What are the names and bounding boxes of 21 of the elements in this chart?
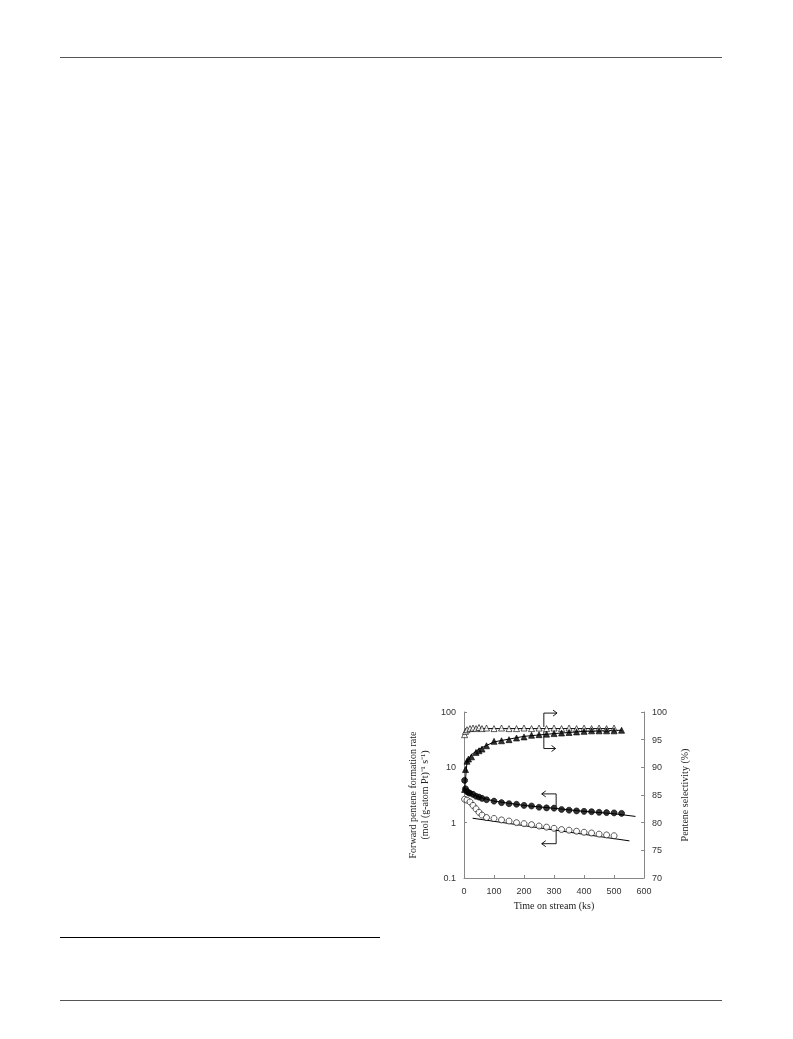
- y2-tick-label: 85: [652, 790, 663, 800]
- x-tick-label: 200: [516, 885, 532, 896]
- x-tick-label: 400: [576, 885, 592, 896]
- x-tick-label: 0: [461, 885, 467, 896]
- x-tick-label: 500: [606, 885, 622, 896]
- y2-tick-label: 75: [652, 845, 663, 856]
- y-tick-label: 10: [445, 762, 456, 773]
- y2-tick-label: 95: [652, 734, 663, 745]
- y2-tick-label: 90: [652, 762, 663, 773]
- y2-axis-title: Pentene selectivity (%): [678, 748, 691, 842]
- x-axis-title: Time on stream (ks): [513, 900, 595, 913]
- y2-tick-label: 80: [652, 817, 663, 828]
- y-tick-label: 1: [450, 817, 456, 828]
- y-axis-title: Forward pentene formation rate (mol (g-atom Pt)⁻¹ s⁻¹): [406, 731, 431, 859]
- x-tick-label: 100: [486, 885, 502, 896]
- x-tick-label: 300: [546, 885, 562, 896]
- y-tick-label: 100: [440, 707, 456, 717]
- x-tick-label: 600: [636, 885, 652, 896]
- y2-tick-label: 100: [652, 707, 668, 717]
- y2-tick-label: 70: [652, 873, 663, 883]
- y-tick-label: 0.1: [443, 873, 456, 883]
